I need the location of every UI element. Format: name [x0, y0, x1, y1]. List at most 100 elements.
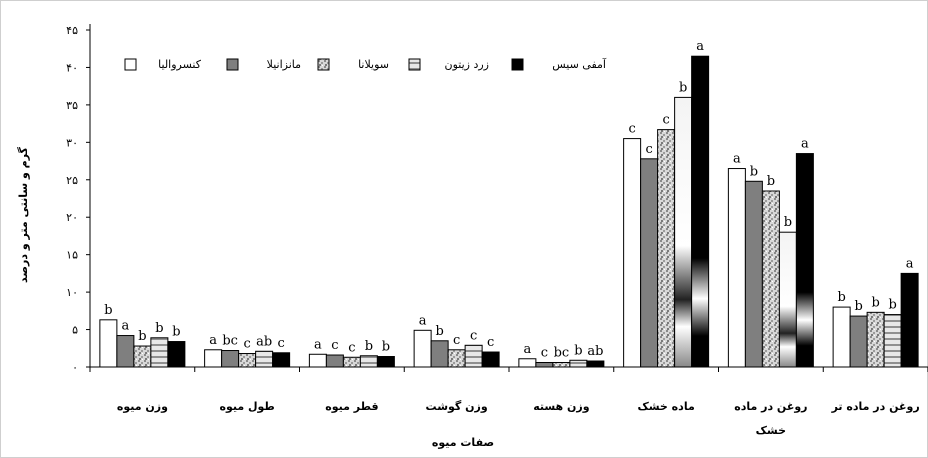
significance-letter: a	[733, 152, 741, 167]
bar	[900, 272, 919, 368]
legend-label: مانزانیلا	[267, 58, 301, 71]
significance-letter: b	[104, 303, 112, 318]
bar	[552, 362, 571, 368]
bar	[883, 314, 902, 368]
y-tick-label: ۰	[72, 361, 78, 374]
category-label: روغن در ماده	[734, 400, 807, 413]
y-axis-title: گرم و سانتی متر و درصد	[17, 146, 30, 283]
y-tick-label: ۲۰	[66, 211, 78, 224]
significance-letter: b	[837, 290, 845, 305]
category-label: وزن گوشت	[426, 400, 488, 413]
bar	[832, 306, 851, 368]
bar	[413, 329, 432, 368]
legend-swatch	[226, 58, 239, 71]
category-label: خشک	[756, 424, 786, 437]
bar	[778, 231, 797, 368]
y-tick-label: ۴۵	[66, 24, 78, 37]
significance-letter: b	[854, 299, 862, 314]
significance-letter: b	[172, 325, 180, 340]
x-axis-title: صفات میوه	[432, 436, 494, 449]
significance-letter: c	[331, 338, 338, 353]
y-tick-label: ۱۵	[66, 249, 78, 262]
significance-letter: b	[767, 174, 775, 189]
significance-letter: c	[487, 335, 494, 350]
bars	[99, 55, 919, 368]
bar	[167, 341, 186, 368]
significance-letter: a	[906, 256, 914, 271]
significance-letter: c	[243, 337, 250, 352]
y-tick-label: ۳۰	[66, 136, 78, 149]
bar	[272, 352, 291, 368]
bar	[623, 138, 642, 368]
significance-letter: c	[645, 142, 652, 157]
y-tick-label: ۲۵	[66, 174, 78, 187]
y-tick-label: ۱۰	[66, 286, 78, 299]
significance-letter: bc	[222, 334, 238, 349]
legend-swatch	[511, 58, 524, 71]
legend: کنسروالیا مانزانیلا سویلانا زرد زیتون آمفی س…	[124, 57, 607, 71]
bar	[744, 180, 763, 368]
legend-label: زرد زیتون	[445, 58, 489, 71]
bar	[204, 349, 223, 368]
bar	[674, 96, 693, 368]
bar	[116, 335, 135, 368]
significance-letter: b	[574, 343, 582, 358]
bar	[535, 362, 554, 368]
significance-letter: b	[435, 324, 443, 339]
significance-letter: b	[888, 298, 896, 313]
category-label: روغن در ماده تر	[831, 400, 920, 413]
bar	[325, 354, 344, 368]
bar	[586, 360, 605, 368]
significance-letter: b	[138, 329, 146, 344]
category-label: قطر میوه	[325, 400, 378, 413]
category-label: وزن میوه	[117, 400, 168, 413]
bar	[640, 158, 659, 368]
significance-letter: bc	[554, 346, 570, 361]
bar	[447, 349, 466, 368]
significance-letter: c	[470, 328, 477, 343]
y-tick-label: ۵	[72, 324, 78, 337]
significance-letter: a	[121, 319, 129, 334]
bar	[308, 353, 327, 368]
y-tick-label: ۴۰	[66, 61, 78, 74]
bar	[727, 168, 746, 368]
bar	[430, 340, 449, 368]
significance-letter: c	[453, 333, 460, 348]
bar	[376, 356, 395, 368]
significance-letter: a	[419, 313, 427, 328]
bar	[342, 356, 361, 368]
bar	[657, 129, 676, 368]
bar	[359, 355, 378, 368]
significance-letter: b	[365, 339, 373, 354]
significance-letter: a	[801, 137, 809, 152]
legend-swatch	[408, 58, 421, 71]
bar	[518, 358, 537, 368]
legend-label: آمفی سیس	[552, 57, 607, 71]
significance-letter: ab	[256, 334, 272, 349]
y-tick-label: ۳۵	[66, 99, 78, 112]
bar	[150, 337, 169, 368]
category-label: ماده خشک	[637, 400, 694, 413]
significance-letter: b	[382, 340, 390, 355]
significance-letter: c	[541, 346, 548, 361]
bar	[464, 344, 483, 368]
legend-label: سویلانا	[358, 58, 389, 71]
bar	[221, 350, 240, 368]
bar	[481, 351, 500, 368]
significance-letter: b	[155, 321, 163, 336]
significance-letter: b	[750, 164, 758, 179]
significance-letter: a	[314, 337, 322, 352]
bar	[569, 359, 588, 368]
legend-label: کنسروالیا	[158, 58, 202, 71]
category-label: طول میوه	[219, 400, 274, 413]
significance-letter: b	[871, 295, 879, 310]
bar	[761, 190, 780, 368]
significance-letter: a	[209, 333, 217, 348]
significance-letter: c	[277, 336, 284, 351]
significance-letter: c	[662, 113, 669, 128]
bar	[691, 55, 710, 368]
bar	[99, 319, 118, 368]
